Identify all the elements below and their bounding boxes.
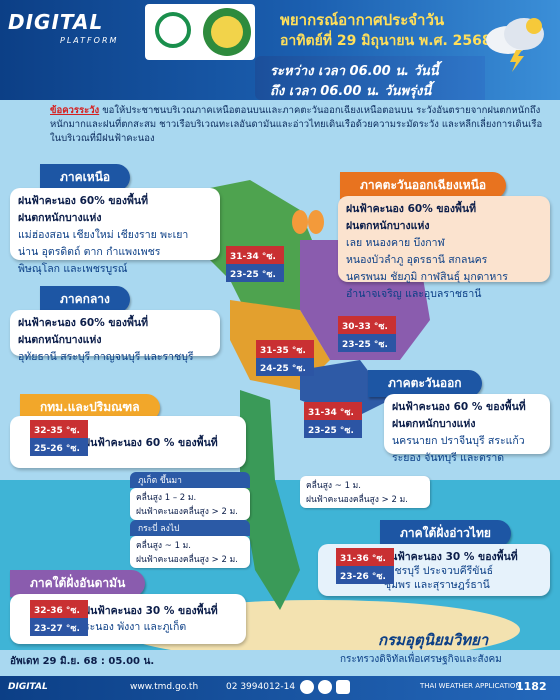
central-heavy-rain: ฝนตกหนักบางแห่ง xyxy=(18,334,102,346)
north-temp-min: 23-25 °ซ. xyxy=(226,264,284,282)
northeast-provinces-1: เลย หนองคาย บึงกาฬ xyxy=(346,237,445,249)
website-link[interactable]: www.tmd.go.th xyxy=(130,682,199,692)
east-temp-min: 23-25 °ซ. xyxy=(304,420,362,438)
east-temp-max: 31-34 °ซ. xyxy=(304,402,362,420)
agency-seal-icon xyxy=(155,8,251,56)
brand-sub: PLATFORM xyxy=(60,36,119,45)
south-andaman-provinces: ระนอง พังงา และภูเก็ต xyxy=(84,621,187,633)
sea-andaman-upper-storm: ฝนฟ้าคะนองคลื่นสูง > 2 ม. xyxy=(136,507,238,517)
north-temp: 31-34 °ซ. 23-25 °ซ. xyxy=(226,246,284,282)
updated-time: อัพเดท 29 มิ.ย. 68 : 05.00 น. xyxy=(10,656,155,667)
agency-logos xyxy=(145,4,255,60)
north-provinces-2: น่าน อุตรดิตถ์ ตาก กำแพงเพชร xyxy=(18,246,161,258)
central-temp-min: 24-25 °ซ. xyxy=(256,358,314,376)
east-temp: 31-34 °ซ. 23-25 °ซ. xyxy=(304,402,362,438)
caution-text: ขอให้ประชาชนบริเวณภาคเหนือตอนบนและภาคตะว… xyxy=(50,105,543,144)
caution-notice: ข้อควรระวัง ขอให้ประชาชนบริเวณภาคเหนือตอ… xyxy=(50,104,550,148)
bangkok-temp: 32-35 °ซ. 25-26 °ซ. xyxy=(30,420,88,456)
youtube-icon[interactable] xyxy=(336,680,350,694)
central-forecast-box: ฝนฟ้าคะนอง 60% ของพื้นที่ ฝนตกหนักบางแห่… xyxy=(10,310,220,363)
social-icons xyxy=(300,680,350,694)
ministry-name: กระทรวงดิจิทัลเพื่อเศรษฐกิจและสังคม xyxy=(340,654,502,665)
north-temp-max: 31-34 °ซ. xyxy=(226,246,284,264)
northeast-heavy-rain: ฝนตกหนักบางแห่ง xyxy=(346,220,430,232)
bangkok-temp-max: 32-35 °ซ. xyxy=(30,420,88,438)
footer-bar xyxy=(0,676,560,700)
east-provinces-2: ระยอง จันทบุรี และตราด xyxy=(392,452,505,464)
north-heavy-rain: ฝนตกหนักบางแห่ง xyxy=(18,212,102,224)
sea-andaman-upper-wave: คลื่นสูง 1 – 2 ม. xyxy=(136,493,197,503)
tab-northeast: ภาคตะวันออกเฉียงเหนือ xyxy=(340,172,507,199)
northeast-temp: 30-33 °ซ. 23-25 °ซ. xyxy=(338,316,396,352)
tab-south-andaman: ภาคใต้ฝั่งอันดามัน xyxy=(10,570,146,597)
central-temp: 31-35 °ซ. 24-25 °ซ. xyxy=(256,340,314,376)
time-band xyxy=(255,56,485,100)
central-provinces: อุทัยธานี สระบุรี กาญจนบุรี และราชบุรี xyxy=(18,351,194,363)
central-rain-chance: ฝนฟ้าคะนอง 60% ของพื้นที่ xyxy=(18,317,149,329)
sea-andaman-lower-wave: คลื่นสูง ~ 1 ม. xyxy=(136,541,191,551)
thunderstorm-icon xyxy=(478,12,554,72)
central-temp-max: 31-35 °ซ. xyxy=(256,340,314,358)
time-range-start: ระหว่าง เวลา 06.00 น. วันนี้ xyxy=(270,64,439,79)
south-region-shape xyxy=(240,390,300,610)
northeast-provinces-4: อำนาจเจริญ และอุบลราชธานี xyxy=(346,288,482,300)
hotline: 1182 xyxy=(516,680,547,693)
north-provinces-3: พิษณุโลก และเพชรบูรณ์ xyxy=(18,263,128,275)
south-andaman-rain-chance: ฝนฟ้าคะนอง 30 % ของพื้นที่ xyxy=(84,605,218,617)
east-rain-chance: ฝนฟ้าคะนอง 60 % ของพื้นที่ xyxy=(392,401,526,413)
east-forecast-box: ฝนฟ้าคะนอง 60 % ของพื้นที่ ฝนตกหนักบางแห… xyxy=(384,394,550,464)
caution-label: ข้อควรระวัง xyxy=(50,105,100,116)
northeast-provinces-2: หนองบัวลำภู อุดรธานี สกลนคร xyxy=(346,254,488,266)
south-gulf-temp-max: 31-36 °ซ. xyxy=(336,548,394,566)
south-gulf-temp-min: 23-26 °ซ. xyxy=(336,566,394,584)
sea-gulf-storm: ฝนฟ้าคะนองคลื่นสูง > 2 ม. xyxy=(306,495,408,505)
south-gulf-provinces-2: ชุมพร และสุราษฎร์ธานี xyxy=(384,579,490,591)
twitter-icon[interactable] xyxy=(318,680,332,694)
app-name[interactable]: THAI WEATHER APPLICATION xyxy=(420,682,521,690)
north-forecast-box: ฝนฟ้าคะนอง 60% ของพื้นที่ ฝนตกหนักบางแห่… xyxy=(10,188,220,275)
east-heavy-rain: ฝนตกหนักบางแห่ง xyxy=(392,418,476,430)
bangkok-temp-min: 25-26 °ซ. xyxy=(30,438,88,456)
org-name: กรมอุตุนิยมวิทยา xyxy=(378,631,489,649)
north-provinces-1: แม่ฮ่องสอน เชียงใหม่ เชียงราย พะเยา xyxy=(18,229,189,241)
south-gulf-temp: 31-36 °ซ. 23-26 °ซ. xyxy=(336,548,394,584)
butterfly-icon xyxy=(292,210,324,234)
sea-gulf-wave: คลื่นสูง ~ 1 ม. xyxy=(306,481,361,491)
tab-central: ภาคกลาง xyxy=(40,286,130,313)
south-andaman-temp: 32-36 °ซ. 23-27 °ซ. xyxy=(30,600,88,636)
bangkok-rain-chance: ฝนฟ้าคะนอง 60 % ของพื้นที่ xyxy=(84,437,218,449)
phone-number: 02 3994012-14 xyxy=(226,682,296,692)
footer-brand: DIGITAL xyxy=(8,682,48,692)
northeast-forecast-box: ฝนฟ้าคะนอง 60% ของพื้นที่ ฝนตกหนักบางแห่… xyxy=(338,196,550,300)
time-range-end: ถึง เวลา 06.00 น. วันพรุ่งนี้ xyxy=(270,84,432,99)
page-date: อาทิตย์ที่ 29 มิถุนายน พ.ศ. 2568 xyxy=(280,33,492,49)
northeast-provinces-3: นครพนม ชัยภูมิ กาฬสินธุ์ มุกดาหาร xyxy=(346,271,508,283)
south-gulf-provinces-1: เพชรบุรี ประจวบคีรีขันธ์ xyxy=(384,565,494,577)
south-andaman-temp-min: 23-27 °ซ. xyxy=(30,618,88,636)
sea-andaman-lower: กระบี่ ลงไป คลื่นสูง ~ 1 ม. ฝนฟ้าคะนองคล… xyxy=(130,520,250,568)
northeast-temp-max: 30-33 °ซ. xyxy=(338,316,396,334)
south-gulf-rain-chance: ฝนฟ้าคะนอง 30 % ของพื้นที่ xyxy=(384,551,518,563)
east-provinces-1: นครนายก ปราจีนบุรี สระแก้ว xyxy=(392,435,525,447)
sea-andaman-upper: ภูเก็ต ขึ้นมา คลื่นสูง 1 – 2 ม. ฝนฟ้าคะน… xyxy=(130,472,250,520)
page-title: พยากรณ์อากาศประจำวัน xyxy=(280,11,445,29)
south-andaman-temp-max: 32-36 °ซ. xyxy=(30,600,88,618)
northeast-temp-min: 23-25 °ซ. xyxy=(338,334,396,352)
sea-andaman-lower-storm: ฝนฟ้าคะนองคลื่นสูง > 2 ม. xyxy=(136,555,238,565)
tab-south-gulf: ภาคใต้ฝั่งอ่าวไทย xyxy=(380,520,511,547)
sea-gulf: คลื่นสูง ~ 1 ม. ฝนฟ้าคะนองคลื่นสูง > 2 ม… xyxy=(300,476,430,508)
facebook-icon[interactable] xyxy=(300,680,314,694)
north-rain-chance: ฝนฟ้าคะนอง 60% ของพื้นที่ xyxy=(18,195,149,207)
brand-logo: DIGITAL xyxy=(8,10,104,34)
sea-andaman-upper-title: ภูเก็ต ขึ้นมา xyxy=(130,472,250,488)
sea-andaman-lower-title: กระบี่ ลงไป xyxy=(130,520,250,536)
tab-east: ภาคตะวันออก xyxy=(368,370,482,397)
northeast-rain-chance: ฝนฟ้าคะนอง 60% ของพื้นที่ xyxy=(346,203,477,215)
tab-north: ภาคเหนือ xyxy=(40,164,131,191)
